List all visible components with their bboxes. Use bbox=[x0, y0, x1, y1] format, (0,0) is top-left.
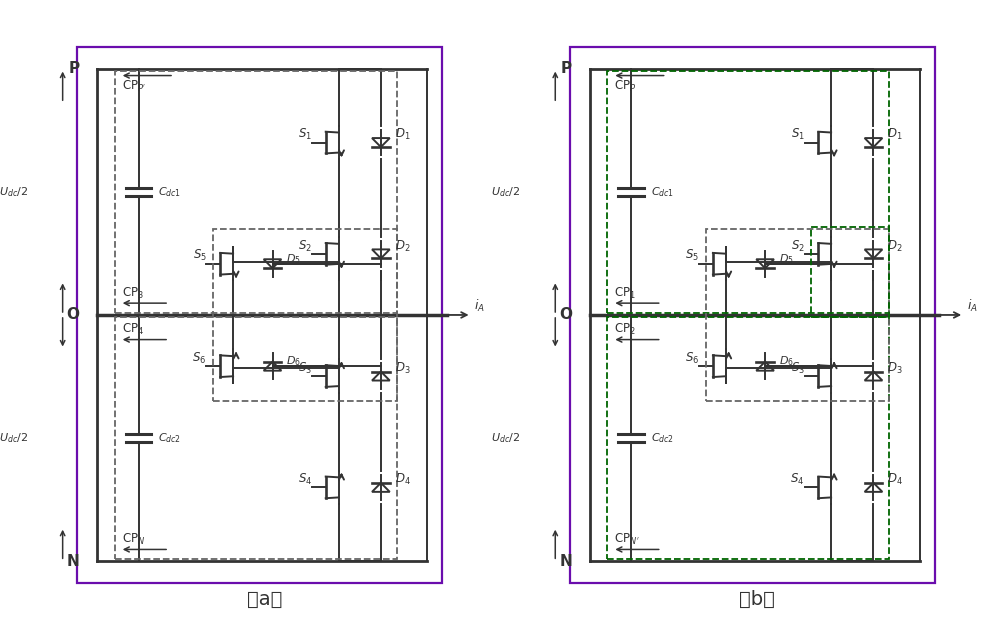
Text: CP$_3$: CP$_3$ bbox=[122, 286, 144, 301]
Text: （b）: （b） bbox=[739, 589, 775, 609]
Text: $S_3$: $S_3$ bbox=[791, 361, 805, 376]
Text: $U_{dc}/2$: $U_{dc}/2$ bbox=[0, 185, 28, 199]
Text: $S_1$: $S_1$ bbox=[791, 127, 805, 142]
Text: $C_{dc1}$: $C_{dc1}$ bbox=[158, 185, 181, 199]
Text: $D_3$: $D_3$ bbox=[395, 361, 410, 376]
Text: $D_1$: $D_1$ bbox=[395, 127, 410, 142]
Text: CP$_4$: CP$_4$ bbox=[122, 322, 144, 338]
Text: $S_2$: $S_2$ bbox=[298, 239, 312, 254]
Text: $S_6$: $S_6$ bbox=[685, 351, 699, 366]
Text: $D_3$: $D_3$ bbox=[887, 361, 903, 376]
Text: P: P bbox=[68, 61, 79, 76]
Text: CP$_{N'}$: CP$_{N'}$ bbox=[614, 532, 640, 547]
Text: CP$_N$: CP$_N$ bbox=[122, 532, 145, 547]
Text: $i_A$: $i_A$ bbox=[967, 298, 978, 314]
Text: $S_1$: $S_1$ bbox=[298, 127, 312, 142]
Text: $S_6$: $S_6$ bbox=[192, 351, 206, 366]
Text: $D_6$: $D_6$ bbox=[286, 354, 301, 368]
Text: $D_2$: $D_2$ bbox=[887, 239, 903, 254]
Text: N: N bbox=[559, 554, 572, 569]
Text: CP$_{P'}$: CP$_{P'}$ bbox=[122, 79, 146, 94]
Text: $C_{dc2}$: $C_{dc2}$ bbox=[651, 431, 674, 445]
Text: $D_2$: $D_2$ bbox=[395, 239, 410, 254]
Text: （a）: （a） bbox=[247, 589, 282, 609]
Text: $S_5$: $S_5$ bbox=[193, 248, 206, 263]
Text: CP$_2$: CP$_2$ bbox=[614, 322, 636, 338]
Text: O: O bbox=[66, 308, 79, 322]
Text: $C_{dc2}$: $C_{dc2}$ bbox=[158, 431, 181, 445]
Text: $D_6$: $D_6$ bbox=[779, 354, 794, 368]
Text: $S_3$: $S_3$ bbox=[298, 361, 312, 376]
Text: $D_5$: $D_5$ bbox=[286, 252, 301, 266]
Text: $S_4$: $S_4$ bbox=[790, 472, 805, 487]
Text: $D_4$: $D_4$ bbox=[887, 472, 903, 487]
Text: $S_4$: $S_4$ bbox=[298, 472, 312, 487]
Text: $U_{dc}/2$: $U_{dc}/2$ bbox=[0, 431, 28, 445]
Text: $S_2$: $S_2$ bbox=[791, 239, 805, 254]
Text: O: O bbox=[559, 308, 572, 322]
Text: CP$_1$: CP$_1$ bbox=[614, 286, 636, 301]
Text: $i_A$: $i_A$ bbox=[474, 298, 485, 314]
Text: $D_4$: $D_4$ bbox=[395, 472, 410, 487]
Text: $S_5$: $S_5$ bbox=[685, 248, 699, 263]
Text: CP$_P$: CP$_P$ bbox=[614, 79, 637, 94]
Text: $C_{dc1}$: $C_{dc1}$ bbox=[651, 185, 674, 199]
Text: N: N bbox=[67, 554, 79, 569]
Text: P: P bbox=[561, 61, 572, 76]
Text: $D_5$: $D_5$ bbox=[779, 252, 794, 266]
Text: $D_1$: $D_1$ bbox=[887, 127, 903, 142]
Text: $U_{dc}/2$: $U_{dc}/2$ bbox=[491, 431, 521, 445]
Text: $U_{dc}/2$: $U_{dc}/2$ bbox=[491, 185, 521, 199]
